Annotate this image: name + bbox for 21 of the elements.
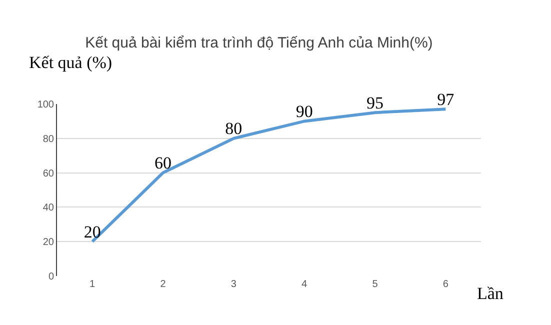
data-label: 80	[225, 119, 242, 138]
x-tick-label: 2	[160, 279, 166, 290]
x-axis-title: Lần	[477, 284, 504, 303]
chart-title: Kết quả bài kiểm tra trình độ Tiếng Anh của Minh(%)	[85, 34, 433, 52]
data-label: 20	[84, 222, 101, 242]
x-tick-label: 1	[90, 279, 96, 290]
y-tick-label: 80	[42, 134, 54, 145]
data-label: 97	[437, 90, 455, 109]
y-tick-label: 0	[48, 272, 54, 282]
data-label: 60	[154, 154, 172, 173]
x-tick-label: 3	[230, 279, 237, 290]
y-tick-label: 60	[42, 168, 54, 180]
y-tick-label: 40	[42, 202, 54, 214]
x-tick-label: 4	[302, 279, 308, 290]
x-tick-label: 6	[442, 279, 449, 290]
data-label: 95	[366, 93, 384, 112]
x-tick-label: 5	[372, 279, 378, 290]
y-axis-title: Kết quả (%)	[29, 53, 112, 72]
y-tick-label: 20	[42, 237, 54, 248]
y-tick-label: 100	[37, 100, 54, 110]
data-label: 90	[296, 102, 313, 121]
